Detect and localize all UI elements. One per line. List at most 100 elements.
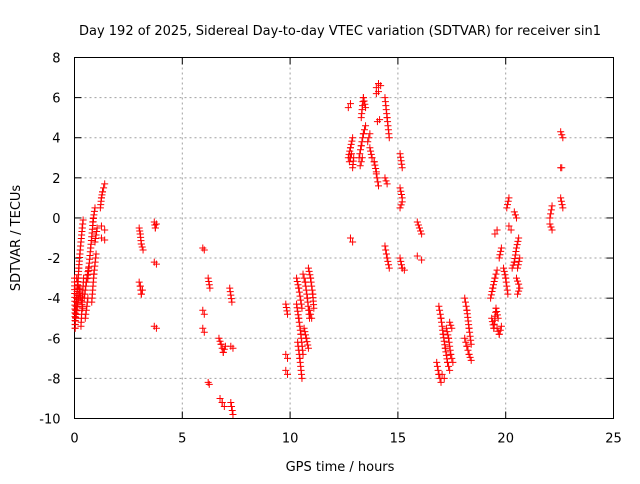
data-point (300, 274, 308, 282)
data-point (547, 206, 555, 214)
data-point (461, 298, 469, 306)
data-point (381, 242, 389, 250)
data-point (73, 303, 81, 311)
data-point (283, 307, 291, 315)
data-point (489, 284, 497, 292)
data-point (445, 362, 453, 370)
data-point (294, 307, 302, 315)
data-point (293, 274, 301, 282)
y-tick-label: 4 (52, 132, 60, 147)
data-point (152, 260, 160, 268)
data-point (383, 180, 391, 188)
data-point (360, 126, 368, 134)
data-point (152, 220, 160, 228)
data-point (346, 144, 354, 152)
data-point (465, 324, 473, 332)
data-point (349, 238, 357, 246)
x-tick-label: 20 (497, 432, 514, 447)
data-point (487, 291, 495, 299)
data-point (136, 227, 144, 235)
data-point (503, 204, 511, 212)
data-point (304, 341, 312, 349)
data-point (357, 158, 365, 166)
data-point (295, 314, 303, 322)
data-point (348, 150, 356, 158)
data-point (359, 134, 367, 142)
data-point (466, 332, 474, 340)
data-point (366, 130, 374, 138)
data-point (372, 164, 380, 172)
data-point (385, 134, 393, 142)
data-point (199, 324, 207, 332)
data-point (297, 300, 305, 308)
data-point (135, 278, 143, 286)
data-point (467, 336, 475, 344)
data-point (82, 278, 90, 286)
data-point (371, 161, 379, 169)
data-point (503, 282, 511, 290)
data-point (417, 227, 425, 235)
data-point (557, 197, 565, 205)
data-point (370, 158, 378, 166)
data-point (216, 337, 224, 345)
data-point (497, 244, 505, 252)
data-point (515, 280, 523, 288)
data-point (73, 307, 81, 315)
data-point (357, 146, 365, 154)
data-point (504, 197, 512, 205)
data-point (301, 328, 309, 336)
data-point (436, 306, 444, 314)
data-point (97, 194, 105, 202)
data-point (467, 340, 475, 348)
data-point (302, 282, 310, 290)
data-point (514, 290, 522, 298)
data-point (397, 257, 405, 265)
data-point (511, 255, 519, 263)
data-point (295, 346, 303, 354)
data-point (101, 180, 109, 188)
y-tick-label: -6 (48, 332, 61, 347)
data-point (306, 306, 314, 314)
data-point (101, 236, 109, 244)
data-point (439, 330, 447, 338)
data-point (493, 308, 501, 316)
data-point (200, 310, 208, 318)
data-point (347, 140, 355, 148)
x-axis-label: GPS time / hours (286, 460, 395, 475)
data-point (415, 224, 423, 232)
data-point (500, 264, 508, 272)
data-point (559, 204, 567, 212)
data-point (228, 402, 236, 410)
data-point (301, 278, 309, 286)
data-point (398, 198, 406, 206)
data-point (514, 277, 522, 285)
data-point (500, 267, 508, 275)
data-point (91, 238, 99, 246)
data-point (446, 318, 454, 326)
data-point (92, 231, 100, 239)
data-point (437, 378, 445, 386)
data-point (135, 224, 143, 232)
data-point (99, 188, 107, 196)
data-point (547, 210, 555, 218)
data-point (440, 337, 448, 345)
data-point (398, 164, 406, 172)
data-point (514, 261, 522, 269)
data-point (304, 344, 312, 352)
data-point (495, 330, 503, 338)
data-point (206, 284, 214, 292)
data-point (505, 222, 513, 230)
data-point (308, 286, 316, 294)
data-point (497, 247, 505, 255)
data-point (93, 227, 101, 235)
data-point (448, 354, 456, 362)
data-point (152, 324, 160, 332)
data-point (396, 204, 404, 212)
data-point (356, 162, 364, 170)
data-point (305, 267, 313, 275)
data-point (443, 328, 451, 336)
data-point (216, 394, 224, 402)
data-point (362, 122, 370, 130)
data-point (346, 234, 354, 242)
data-point (515, 287, 523, 295)
